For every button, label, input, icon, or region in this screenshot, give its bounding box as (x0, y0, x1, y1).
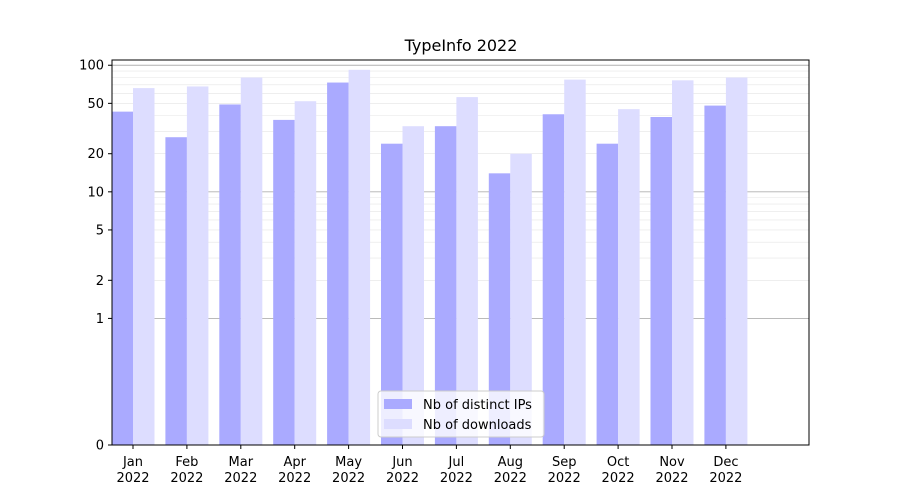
bar-ips (273, 119, 295, 445)
x-tick-month: Jun (391, 455, 412, 470)
bar-downloads (186, 86, 209, 445)
x-tick-year: 2022 (655, 471, 688, 486)
bar-ips (650, 117, 672, 446)
x-tick-month: Feb (175, 455, 198, 470)
x-tick-month: May (335, 455, 362, 470)
legend-box (377, 390, 545, 438)
legend: Nb of distinct IPs Nb of downloads (377, 390, 545, 438)
bar-ips (434, 126, 457, 446)
bar-downloads (456, 97, 478, 446)
x-axis: Jan2022Feb2022Mar2022Apr2022May2022Jun20… (116, 445, 742, 486)
bar-downloads (294, 101, 317, 446)
y-tick-label: 5 (96, 223, 104, 238)
bar-downloads (564, 79, 586, 446)
legend-label: Nb of distinct IPs (423, 398, 532, 413)
x-tick-month: Dec (713, 455, 738, 470)
x-tick-year: 2022 (224, 471, 257, 486)
y-tick-label: 10 (87, 185, 104, 200)
y-tick-label: 1 (96, 312, 104, 327)
x-tick-month: Apr (283, 455, 306, 470)
x-tick-month: Nov (659, 455, 685, 470)
bar-downloads (618, 109, 640, 446)
bar-downloads (348, 69, 371, 446)
plot-frame (111, 59, 810, 446)
x-tick-month: Jul (448, 455, 465, 470)
x-tick-month: Aug (498, 455, 523, 470)
legend-swatch (384, 399, 412, 409)
y-tick-label: 50 (87, 97, 104, 112)
y-tick-label: 20 (87, 147, 104, 162)
bars (111, 69, 748, 446)
x-tick-year: 2022 (709, 471, 742, 486)
bar-downloads (133, 88, 155, 445)
x-tick-month: Oct (607, 455, 629, 470)
x-tick-year: 2022 (494, 471, 527, 486)
x-tick-year: 2022 (116, 471, 149, 486)
bar-ips (111, 111, 133, 445)
legend-label: Nb of downloads (423, 418, 532, 433)
bar-downloads (672, 80, 694, 446)
bar-ips (381, 143, 403, 445)
legend-swatch (384, 419, 412, 429)
x-tick-year: 2022 (602, 471, 635, 486)
bar-downloads (240, 77, 263, 445)
x-tick-year: 2022 (386, 471, 419, 486)
bar-ips (219, 104, 241, 445)
bar-ips (596, 143, 619, 445)
bar-ips (704, 105, 726, 446)
y-tick-label: 0 (96, 439, 104, 454)
x-tick-year: 2022 (332, 471, 365, 486)
x-tick-month: Sep (552, 455, 577, 470)
chart-title: TypeInfo 2022 (404, 36, 518, 55)
x-tick-year: 2022 (440, 471, 473, 486)
bar-downloads (725, 77, 748, 445)
bar-downloads (402, 126, 424, 446)
y-tick-label: 2 (96, 274, 104, 289)
x-tick-month: Jan (122, 455, 143, 470)
bar-ips (488, 173, 511, 445)
bar-downloads (510, 153, 532, 446)
bar-ips (165, 137, 187, 446)
y-axis: 0 1 2 5 10 20 50 100 (79, 59, 112, 454)
x-tick-year: 2022 (548, 471, 581, 486)
y-tick-label: 100 (79, 59, 104, 74)
bar-ips (542, 114, 565, 445)
x-tick-year: 2022 (170, 471, 203, 486)
x-tick-year: 2022 (278, 471, 311, 486)
x-tick-month: Mar (229, 455, 254, 470)
bar-ips (327, 82, 349, 445)
